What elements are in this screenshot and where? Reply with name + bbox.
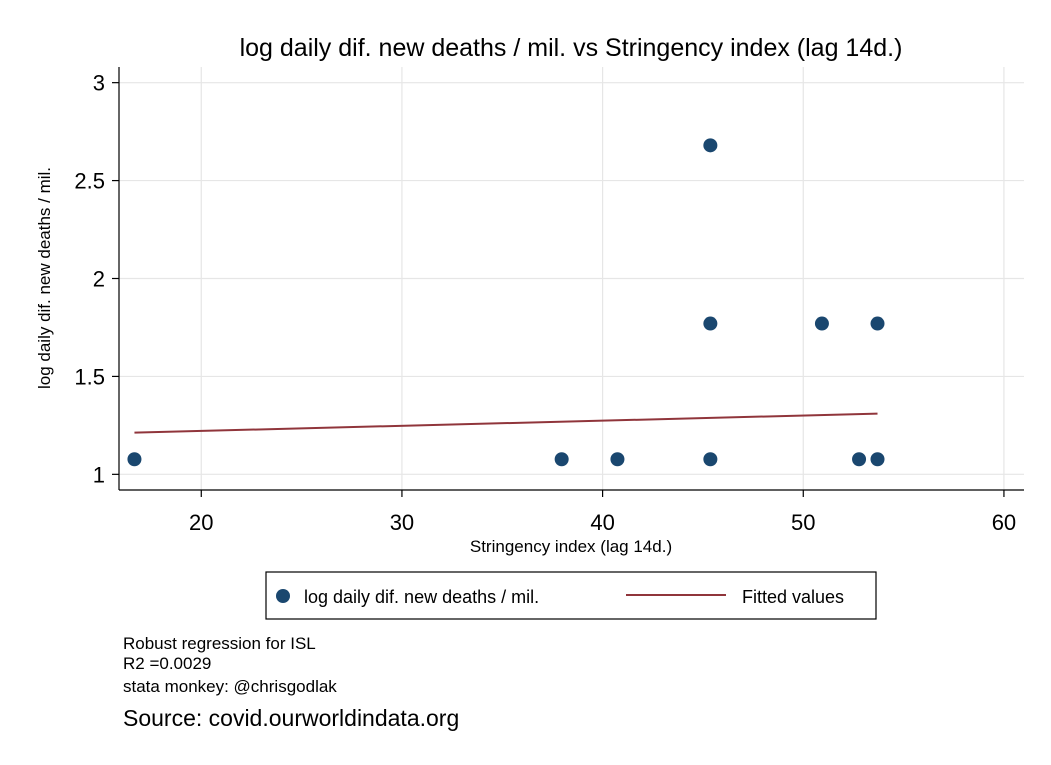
data-point-9 <box>870 316 885 331</box>
data-point-6 <box>814 316 829 331</box>
data-point-0 <box>127 452 142 467</box>
x-axis-label: Stringency index (lag 14d.) <box>470 537 672 556</box>
data-point-4 <box>703 316 718 331</box>
y-tick-label: 1 <box>93 462 105 487</box>
x-tick-label: 40 <box>590 510 614 535</box>
legend-marker-scatter <box>276 589 290 603</box>
grid-lines <box>119 67 1024 490</box>
data-point-7 <box>852 452 867 467</box>
fitted-values-line <box>134 412 878 434</box>
data-point-8 <box>870 452 885 467</box>
chart-title: log daily dif. new deaths / mil. vs Stri… <box>240 34 903 62</box>
plot-series <box>127 138 885 467</box>
source-text: Source: covid.ourworldindata.org <box>123 705 460 731</box>
legend-label-fitted: Fitted values <box>742 587 844 607</box>
x-tick-label: 20 <box>189 510 213 535</box>
x-tick-label: 30 <box>390 510 414 535</box>
data-point-3 <box>703 452 718 467</box>
y-tick-label: 1.5 <box>74 364 105 389</box>
data-point-5 <box>703 138 718 153</box>
legend-box <box>265 571 877 620</box>
y-tick-label: 3 <box>93 71 105 96</box>
x-tick-label: 60 <box>992 510 1016 535</box>
data-point-1 <box>554 452 569 467</box>
y-axis-label: log daily dif. new deaths / mil. <box>35 167 54 389</box>
axes <box>112 67 1024 497</box>
y-tick-label: 2.5 <box>74 169 105 194</box>
legend: log daily dif. new deaths / mil. Fitted … <box>265 571 877 620</box>
data-point-2 <box>610 452 625 467</box>
note-r2: R2 =0.0029 <box>123 654 212 673</box>
x-tick-label: 50 <box>791 510 815 535</box>
legend-label-scatter: log daily dif. new deaths / mil. <box>304 587 539 607</box>
y-tick-label: 2 <box>93 267 105 292</box>
note-author: stata monkey: @chrisgodlak <box>123 677 337 696</box>
tick-labels: 20 30 40 50 60 1 1.5 2 2.5 3 <box>74 71 1016 535</box>
note-regression: Robust regression for ISL <box>123 634 316 653</box>
